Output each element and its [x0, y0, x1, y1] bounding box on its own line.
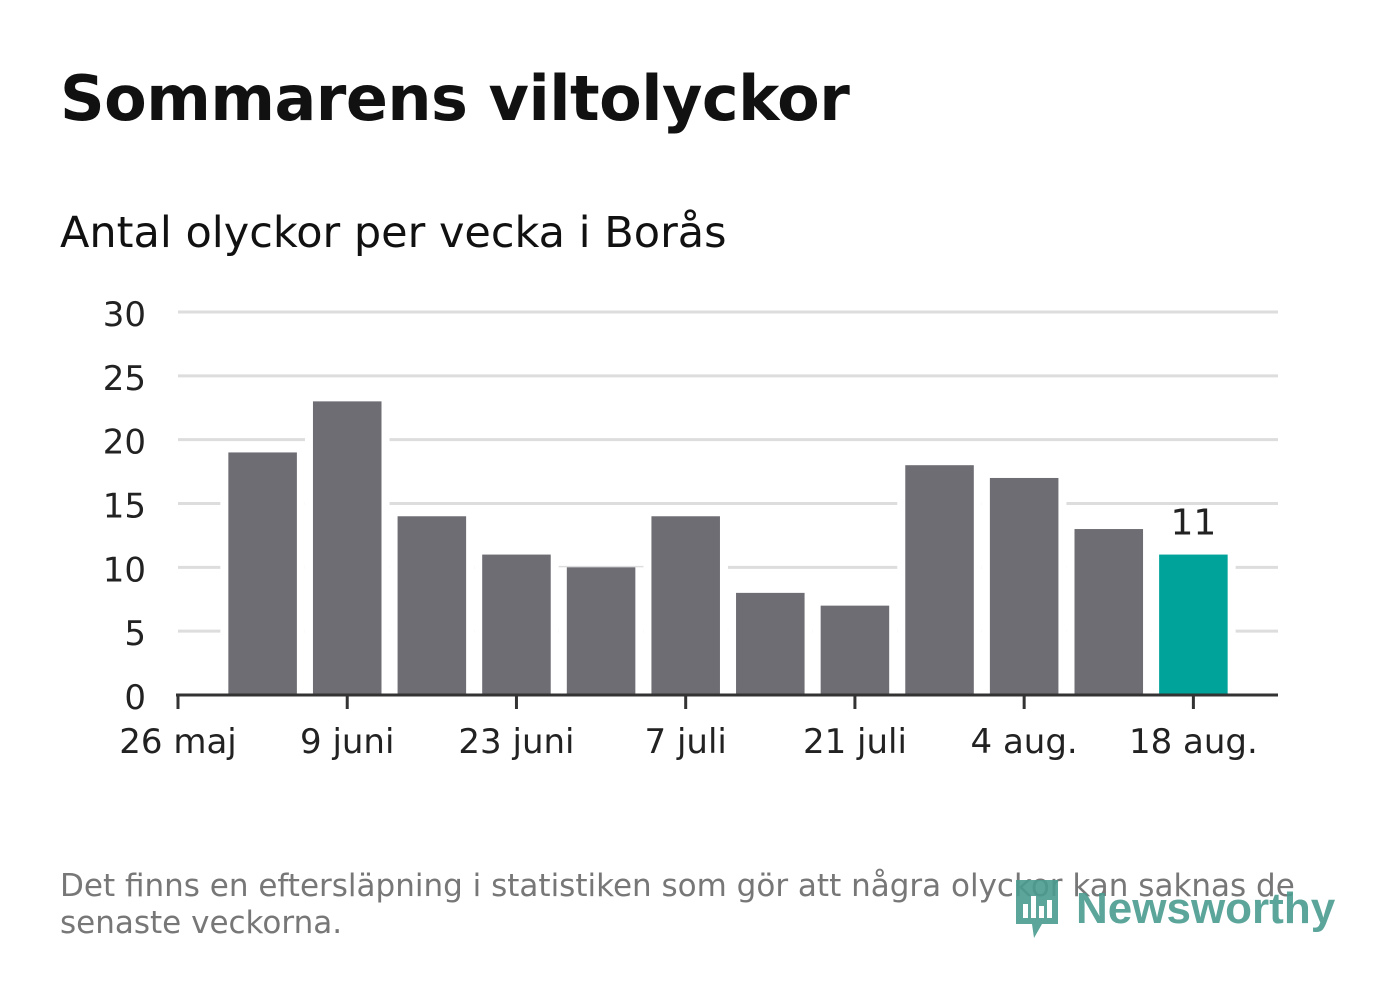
bar-11 aug. — [1074, 529, 1144, 695]
data-label-highlight: 11 — [1170, 503, 1216, 544]
x-tick-label-6: 7 juli — [645, 722, 727, 762]
chart-title: Sommarens viltolyckor — [60, 62, 850, 135]
y-tick-label-0: 0 — [124, 678, 146, 718]
x-tick-label-0: 26 maj — [119, 722, 236, 762]
bar-16 juni — [397, 516, 467, 695]
bar-chart: 0 5 10 15 20 25 30 26 maj 9 juni 23 juni 7 juli 21… — [103, 295, 1278, 762]
y-tick-label-25: 25 — [103, 359, 146, 399]
x-tick-label-10: 4 aug. — [971, 722, 1078, 762]
bar-4 aug. — [989, 477, 1059, 695]
brand-name: Newsworthy — [1076, 884, 1336, 933]
y-tick-label-5: 5 — [124, 614, 146, 654]
x-tick-label-2: 9 juni — [300, 722, 394, 762]
newsworthy-logo-icon — [1016, 880, 1058, 938]
footnote: Det finns en eftersläpning i statistiken… — [60, 868, 1295, 941]
x-tick-label-12: 18 aug. — [1129, 722, 1258, 762]
bar-18 aug. — [1159, 554, 1228, 695]
x-tick-label-8: 21 juli — [803, 722, 907, 762]
y-tick-label-20: 20 — [103, 423, 146, 463]
bar-9 juni — [312, 401, 382, 695]
bar-2 juni — [228, 452, 297, 695]
bar-28 juli — [905, 465, 974, 695]
y-tick-label-15: 15 — [103, 487, 146, 527]
x-axis-ticks: 26 maj 9 juni 23 juni 7 juli 21 juli 4 aug. 18… — [119, 695, 1258, 762]
bar-14 juli — [736, 592, 805, 695]
bar-21 juli — [820, 605, 890, 695]
brand-logo: Newsworthy — [1012, 876, 1335, 942]
y-tick-label-10: 10 — [103, 550, 146, 590]
data-labels: 11 — [1170, 503, 1216, 544]
bar-23 juni — [482, 554, 551, 695]
bars — [220, 401, 1236, 695]
chart-subtitle: Antal olyckor per vecka i Borås — [60, 208, 727, 258]
bar-7 juli — [651, 516, 720, 695]
y-tick-label-30: 30 — [103, 295, 146, 335]
y-axis-ticks: 0 5 10 15 20 25 30 — [103, 295, 146, 718]
x-tick-label-4: 23 juni — [458, 722, 574, 762]
bar-30 juni — [566, 567, 636, 695]
